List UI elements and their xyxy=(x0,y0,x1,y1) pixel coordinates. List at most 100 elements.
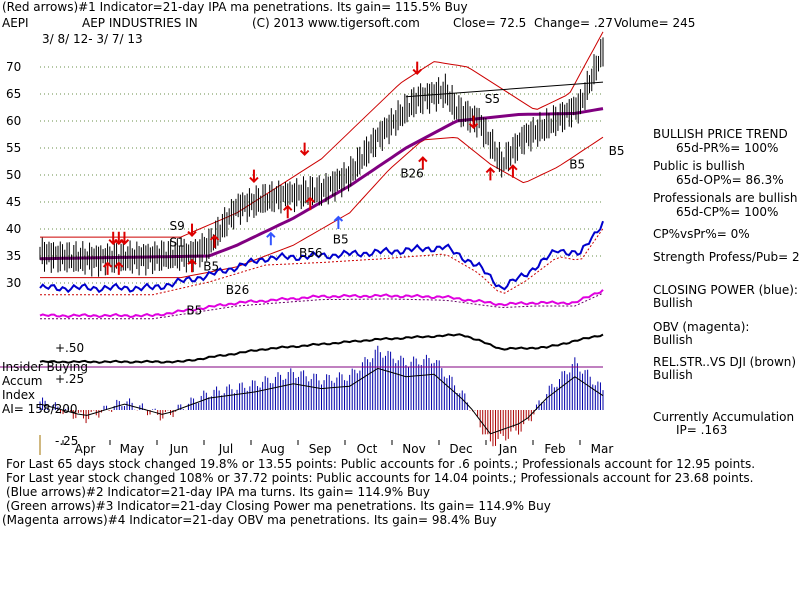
x-tick-label-jun: Jun xyxy=(169,442,189,456)
footer-line3: (Blue arrows)#2 Indicator=21-day IPA ma … xyxy=(6,485,430,499)
signal-label-s1: S1 xyxy=(169,235,184,249)
ai-label: AI= 158/200 xyxy=(2,402,78,416)
change-value: Change= .27 xyxy=(534,16,613,30)
buy-arrow xyxy=(283,204,293,219)
close-value: Close= 72.5 xyxy=(453,16,527,30)
buy-arrow xyxy=(187,258,197,273)
sell-arrow xyxy=(187,223,197,238)
relstr-value: Bullish xyxy=(653,368,693,382)
signal-label-b56: B56 xyxy=(299,246,323,260)
upper-band-line xyxy=(40,31,604,238)
x-tick-label-jan: Jan xyxy=(498,442,518,456)
signal-label-b5: B5 xyxy=(333,233,349,247)
plus50-label: +.50 xyxy=(55,341,85,355)
relstr-title: REL.STR..VS DJI (brown) xyxy=(653,355,797,369)
y-tick-label-30: 30 xyxy=(6,276,21,290)
signal-annotations: S9 S1 S5 B5 B5 B26 B5 B56 B26 B5 B5 xyxy=(169,92,624,317)
obv-value: Bullish xyxy=(653,333,693,347)
y-tick-label-55: 55 xyxy=(6,141,21,155)
copyright: (C) 2013 www.tigersoft.com xyxy=(252,16,420,30)
x-tick-label-nov: Nov xyxy=(402,442,425,456)
obv-title: OBV (magenta): xyxy=(653,320,750,334)
signal-label-s9: S9 xyxy=(169,219,184,233)
y-axis-labels: 70 65 60 55 50 45 40 35 30 xyxy=(6,60,21,290)
pro-value: 65d-CP%= 100% xyxy=(676,205,779,219)
signal-label-s5: S5 xyxy=(485,92,500,106)
x-tick-label-sep: Sep xyxy=(309,442,332,456)
strength: Strength Profess/Pub= 21 xyxy=(653,250,800,264)
buy-arrow xyxy=(485,166,496,181)
y-tick-label-45: 45 xyxy=(6,195,21,209)
ai-ma-line xyxy=(39,367,604,435)
pro-title: Professionals are bullish xyxy=(653,191,798,205)
index-label: Index xyxy=(2,388,36,402)
x-tick-label-feb: Feb xyxy=(544,442,565,456)
lower-band-line xyxy=(40,136,604,279)
closing-power-title: CLOSING POWER (blue): xyxy=(653,283,798,297)
public-title: Public is bullish xyxy=(653,159,745,173)
y-tick-label-35: 35 xyxy=(6,249,21,263)
obv-line xyxy=(39,289,604,319)
accumulation-index-histogram xyxy=(39,345,604,447)
signal-label-b5: B5 xyxy=(609,144,625,158)
y-tick-label-70: 70 xyxy=(6,60,21,74)
x-tick-label-apr: Apr xyxy=(75,442,96,456)
header-line1: (Red arrows)#1 Indicator=21-day IPA ma p… xyxy=(2,0,468,14)
buy-arrow xyxy=(418,156,428,170)
closing-power-ma-line xyxy=(40,228,604,296)
y-tick-label-40: 40 xyxy=(6,222,21,236)
x-tick-label-mar: Mar xyxy=(591,442,614,456)
sell-arrow xyxy=(299,142,310,157)
x-tick-label-jul: Jul xyxy=(218,442,233,456)
y-tick-label-65: 65 xyxy=(6,87,21,101)
signal-label-b26: B26 xyxy=(400,167,424,181)
x-tick-label-may: May xyxy=(120,442,145,456)
accum-value: IP= .163 xyxy=(676,423,728,437)
buy-arrow xyxy=(102,261,113,275)
y-tick-label-60: 60 xyxy=(6,114,21,128)
x-tick-label-dec: Dec xyxy=(449,442,472,456)
sell-arrow xyxy=(119,231,130,246)
relstr-line xyxy=(39,333,604,364)
indicator-lines xyxy=(0,31,604,368)
sell-arrow xyxy=(468,115,479,130)
ticker: AEPI xyxy=(2,16,29,30)
closing-power-value: Bullish xyxy=(653,296,693,310)
x-axis-labels: Apr May Jun Jul Aug Sep Oct Nov Dec Jan Feb Mar xyxy=(39,435,614,456)
resistance-line xyxy=(405,81,604,98)
x-tick-label-aug: Aug xyxy=(261,442,284,456)
footer-line1: For Last 65 days stock changed 19.8% or … xyxy=(6,457,756,471)
sell-arrow xyxy=(249,169,259,184)
buy-arrow xyxy=(305,196,315,211)
footer-line4: (Green arrows)#3 Indicator=21-day Closin… xyxy=(6,499,551,513)
accum-title: Currently Accumulation xyxy=(653,410,795,424)
insider-label: Insider Buying xyxy=(2,360,88,374)
footer-line2: For Last year stock changed 108% or 37.7… xyxy=(6,471,754,485)
closing-power-line xyxy=(39,220,604,294)
buy-arrow xyxy=(266,231,276,246)
volume-value: Volume= 245 xyxy=(614,16,696,30)
x-tick-label-oct: Oct xyxy=(357,442,378,456)
company-name: AEP INDUSTRIES IN xyxy=(82,16,198,30)
signal-label-b5: B5 xyxy=(569,158,585,172)
buy-arrow xyxy=(209,234,220,248)
obv-ma-line xyxy=(40,292,604,320)
sell-arrow xyxy=(412,61,422,76)
plus25-label: +.25 xyxy=(55,372,85,386)
footer-line5: (Magenta arrows)#4 Indicator=21-day OBV … xyxy=(2,513,497,527)
signal-arrows xyxy=(102,61,518,275)
cp-vs-pr: CP%vsPr%= 0% xyxy=(653,227,750,241)
trend-title: BULLISH PRICE TREND xyxy=(653,127,788,141)
buy-arrow xyxy=(508,164,518,178)
public-value: 65d-OP%= 86.3% xyxy=(676,173,784,187)
signal-label-b5: B5 xyxy=(186,303,202,317)
signal-label-b26: B26 xyxy=(226,283,250,297)
y-tick-label-50: 50 xyxy=(6,168,21,182)
accum-label: Accum xyxy=(2,374,43,388)
date-range: 3/ 8/ 12- 3/ 7/ 13 xyxy=(42,32,143,46)
buy-arrow xyxy=(333,215,344,229)
signal-label-b5: B5 xyxy=(203,260,219,274)
buy-arrow xyxy=(114,261,124,275)
minus25-label: -.25 xyxy=(55,434,79,448)
